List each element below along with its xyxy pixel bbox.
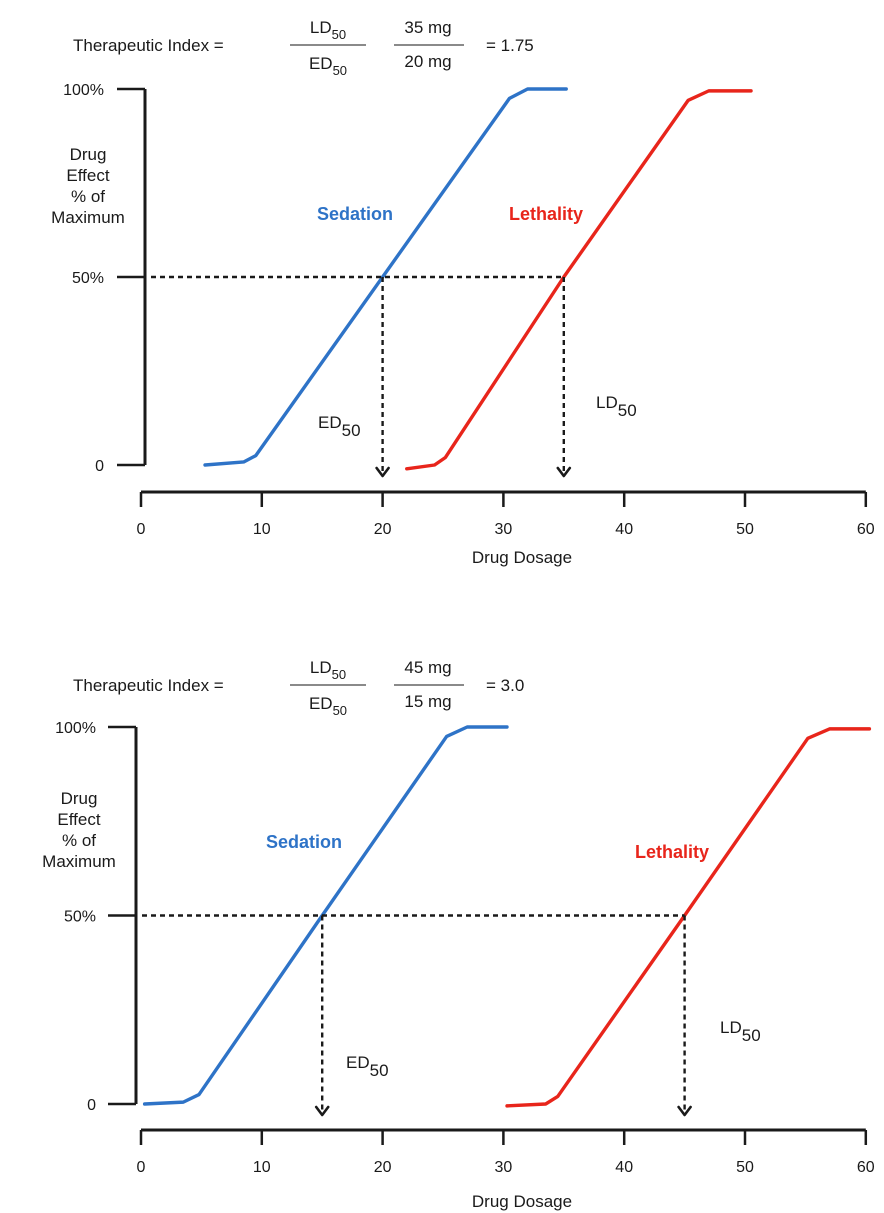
x-tick-label: 30 [495, 1159, 513, 1176]
formula-denominator: ED50 [309, 54, 347, 78]
annotation-sub: 50 [342, 421, 361, 440]
curve-lethality [405, 89, 753, 471]
x-tick-label: 30 [495, 521, 513, 538]
annotation-main: LD [720, 1018, 742, 1037]
x-tick-label: 50 [736, 521, 754, 538]
formula-result: = 1.75 [486, 36, 534, 55]
annotation-main: ED [318, 413, 342, 432]
formula-denominator-sub: 50 [333, 703, 347, 718]
formula-denominator-main: ED [309, 694, 333, 713]
formula-numerator-sub: 50 [332, 27, 346, 42]
y-axis-label-line: Maximum [42, 852, 116, 871]
annotation-ed50: ED50 [318, 413, 361, 440]
arrow-head-ed [314, 1105, 330, 1117]
formula-numerator-sub: 50 [332, 667, 346, 682]
x-tick-label: 20 [374, 521, 392, 538]
y-tick-label: 100% [55, 720, 96, 737]
x-tick-label: 20 [374, 1159, 392, 1176]
y-axis-label-line: % of [62, 831, 96, 850]
x-axis-label: Drug Dosage [472, 548, 572, 567]
y-tick-label: 100% [63, 82, 104, 99]
formula-result: = 3.0 [486, 676, 524, 695]
x-tick-label: 10 [253, 521, 271, 538]
formula-denominator-main: ED [309, 54, 333, 73]
formula-value-denominator: 15 mg [404, 692, 451, 711]
annotation-ld50: LD50 [720, 1018, 761, 1045]
arrow-head-ld [677, 1105, 692, 1117]
formula-numerator: LD50 [310, 658, 346, 682]
curve-lethality [505, 727, 872, 1108]
annotation-ed50: ED50 [346, 1053, 389, 1080]
formula-value-numerator: 35 mg [404, 18, 451, 37]
x-tick-label: 10 [253, 1159, 271, 1176]
series-label-sedation: Sedation [317, 204, 393, 224]
arrow-head-ed [375, 466, 390, 478]
annotation-ld50: LD50 [596, 393, 637, 420]
formula-value-denominator: 20 mg [404, 52, 451, 71]
series-label-lethality: Lethality [509, 204, 583, 224]
x-tick-label: 0 [137, 521, 146, 538]
y-axis-label-line: % of [71, 187, 105, 206]
formula-numerator-main: LD [310, 18, 332, 37]
x-tick-label: 60 [857, 1159, 875, 1176]
x-tick-label: 50 [736, 1159, 754, 1176]
y-axis-label-line: Effect [66, 166, 109, 185]
formula-value-numerator: 45 mg [404, 658, 451, 677]
x-tick-label: 60 [857, 521, 875, 538]
formula-prefix: Therapeutic Index = [73, 36, 224, 55]
annotation-sub: 50 [370, 1061, 389, 1080]
annotation-main: ED [346, 1053, 370, 1072]
x-tick-label: 40 [615, 521, 633, 538]
y-axis-label-line: Maximum [51, 208, 125, 227]
annotation-sub: 50 [618, 401, 637, 420]
formula-numerator: LD50 [310, 18, 346, 42]
y-axis-label-line: Drug [61, 789, 98, 808]
y-axis-label-line: Effect [57, 810, 100, 829]
formula-denominator-sub: 50 [333, 63, 347, 78]
x-axis-label: Drug Dosage [472, 1192, 572, 1211]
annotation-sub: 50 [742, 1026, 761, 1045]
formula-denominator: ED50 [309, 694, 347, 718]
y-axis-label-line: Drug [70, 145, 107, 164]
x-tick-label: 0 [137, 1159, 146, 1176]
y-tick-label: 0 [95, 458, 104, 475]
series-label-sedation: Sedation [266, 832, 342, 852]
y-tick-label: 50% [72, 270, 104, 287]
formula-numerator-main: LD [310, 658, 332, 677]
annotation-main: LD [596, 393, 618, 412]
y-tick-label: 0 [87, 1097, 96, 1114]
formula-prefix: Therapeutic Index = [73, 676, 224, 695]
arrow-head-ld [556, 466, 572, 478]
x-tick-label: 40 [615, 1159, 633, 1176]
series-label-lethality: Lethality [635, 842, 709, 862]
y-tick-label: 50% [64, 909, 96, 926]
